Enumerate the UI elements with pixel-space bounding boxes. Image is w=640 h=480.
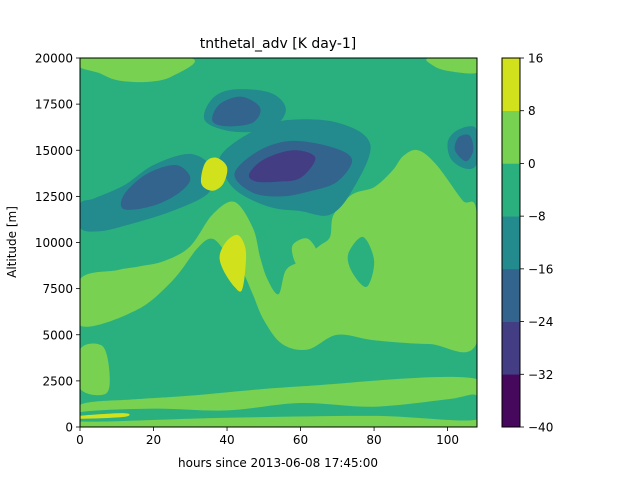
colorbar-segment — [502, 268, 520, 322]
x-tick-label: 80 — [366, 433, 381, 447]
colorbar-tick-label: −24 — [528, 315, 553, 329]
x-tick-label: 20 — [146, 433, 161, 447]
contour-region-18 — [200, 157, 228, 191]
contour-region-6 — [80, 58, 195, 83]
colorbar-segment — [502, 216, 520, 270]
contour-region-1 — [80, 394, 477, 422]
colorbar-segment — [502, 321, 520, 375]
colorbar: 16 8 0 −8 −16 −24 −32 −40 — [501, 52, 553, 435]
y-axis-label: Altitude [m] — [5, 206, 19, 278]
y-tick-label: 12500 — [35, 190, 73, 204]
colorbar-segment — [502, 163, 520, 217]
colorbar-tick-label: 0 — [528, 157, 536, 171]
contour-region-5 — [291, 238, 320, 299]
x-axis-label: hours since 2013-06-08 17:45:00 — [178, 456, 378, 470]
colorbar-segment — [502, 110, 520, 164]
x-tick-label: 100 — [436, 433, 459, 447]
contour-region-17 — [454, 134, 474, 162]
colorbar-tick-label: −8 — [528, 210, 546, 224]
contour-region-19 — [219, 234, 247, 292]
colorbar-tick-label: −16 — [528, 262, 553, 276]
x-tick-label: 0 — [76, 433, 84, 447]
y-tick-label: 7500 — [42, 282, 73, 296]
y-tick-label: 17500 — [35, 98, 73, 112]
y-tick-label: 20000 — [35, 52, 73, 66]
plot-area — [79, 57, 478, 428]
y-tick-label: 15000 — [35, 144, 73, 158]
chart-title: tnthetal_adv [K day-1] — [200, 36, 357, 52]
x-axis: 0 20 40 60 80 100 — [76, 427, 459, 447]
contour-region-8 — [347, 236, 375, 287]
y-tick-label: 0 — [65, 421, 73, 435]
contour-region-4 — [80, 149, 477, 353]
colorbar-tick-label: 16 — [528, 52, 543, 66]
colorbar-segment — [502, 374, 520, 428]
colorbar-tick-label: −32 — [528, 368, 553, 382]
y-axis: 0 2500 5000 7500 10000 12500 15000 17500 20000 — [35, 52, 80, 435]
y-tick-label: 2500 — [42, 374, 73, 388]
contour-region-7 — [426, 58, 477, 74]
x-tick-label: 40 — [219, 433, 234, 447]
y-tick-label: 5000 — [42, 328, 73, 342]
x-tick-label: 60 — [293, 433, 308, 447]
contour-region-13 — [248, 150, 316, 183]
colorbar-frame — [501, 57, 521, 428]
y-tick-label: 10000 — [35, 236, 73, 250]
colorbar-segment — [502, 58, 520, 112]
contour-region-2 — [80, 413, 130, 419]
contour-region-10 — [120, 164, 191, 210]
contour-region-3 — [80, 343, 110, 396]
contour-region-15 — [212, 96, 261, 127]
colorbar-tick-label: 8 — [528, 104, 536, 118]
colorbar-tick-label: −40 — [528, 421, 553, 435]
